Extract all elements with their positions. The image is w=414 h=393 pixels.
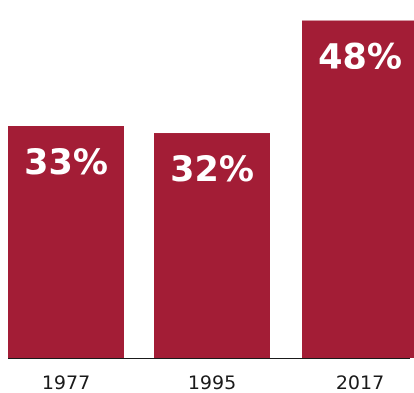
x-tick-label-1977: 1977	[42, 372, 90, 393]
bar-2017	[302, 20, 414, 359]
x-tick-label-2017: 2017	[336, 372, 384, 393]
bar-1977	[8, 126, 124, 358]
bar-value-labels: 33% 32% 48%	[24, 38, 402, 190]
x-tick-label-1995: 1995	[188, 372, 236, 393]
bar-value-label-1995: 32%	[170, 150, 254, 190]
x-tick-labels: 1977 1995 2017	[42, 372, 384, 393]
bars-group	[8, 20, 414, 359]
bar-value-label-2017: 48%	[318, 38, 402, 78]
bar-1995	[154, 133, 270, 358]
bar-value-label-1977: 33%	[24, 143, 108, 183]
